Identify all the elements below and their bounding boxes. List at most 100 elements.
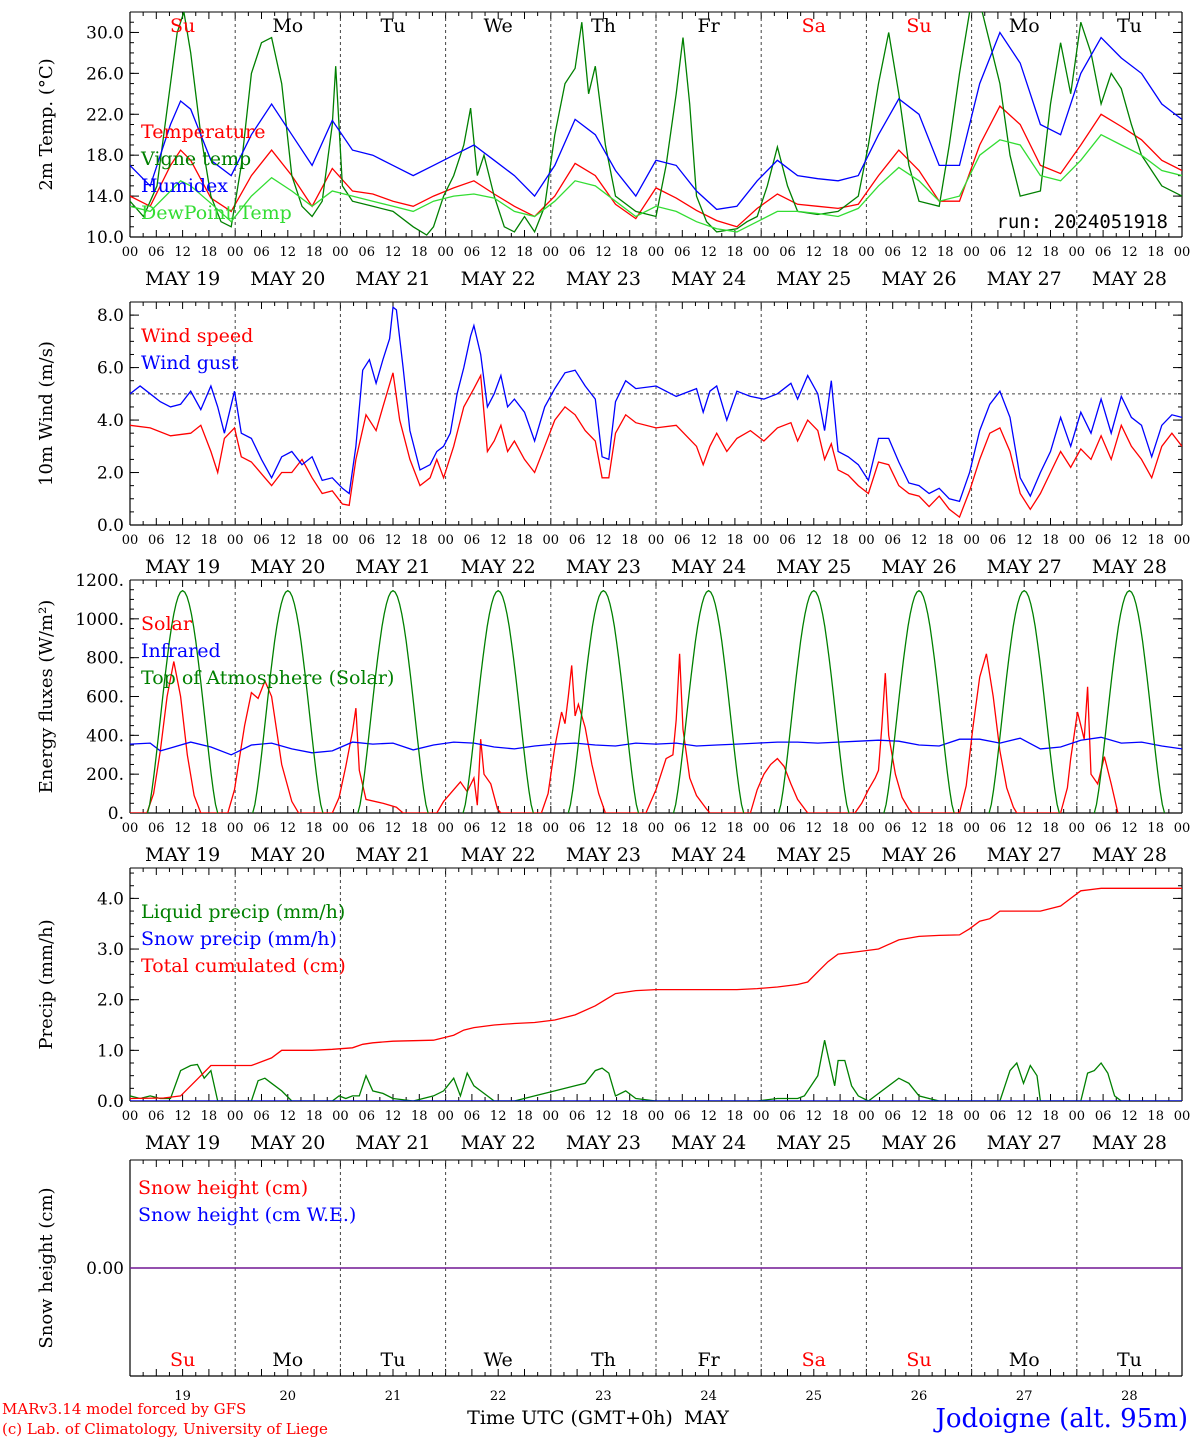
- location-label: Jodoigne (alt. 95m): [932, 1404, 1188, 1434]
- x-hour-label: 18: [621, 1109, 638, 1124]
- x-hour-label: 18: [1042, 1109, 1059, 1124]
- x-hour-label: 06: [358, 533, 375, 548]
- legend-item: Wind gust: [141, 352, 239, 374]
- x-date-label: MAY 24: [671, 844, 746, 866]
- x-hour-label: 12: [1121, 821, 1138, 836]
- x-hour-label: 06: [990, 245, 1007, 260]
- day-number: 22: [490, 1389, 507, 1404]
- y-tick-label: 14.0: [86, 187, 124, 207]
- legend-item: Humidex: [141, 175, 228, 197]
- y-tick-label: 18.0: [86, 146, 124, 166]
- x-hour-label: 00: [963, 1109, 980, 1124]
- x-hour-label: 18: [727, 1109, 744, 1124]
- x-hour-label: 18: [937, 533, 954, 548]
- x-hour-label: 00: [543, 821, 560, 836]
- x-hour-label: 00: [753, 245, 770, 260]
- y-tick-label: 30.0: [86, 23, 124, 43]
- x-hour-label: 12: [385, 533, 402, 548]
- x-hour-label: 00: [1174, 533, 1191, 548]
- y-tick-label: 6.0: [97, 359, 124, 379]
- legend-item: Infrared: [141, 640, 221, 662]
- day-name-bottom: Th: [591, 1349, 616, 1371]
- legend-item: Temperature: [141, 121, 265, 143]
- x-hour-label: 18: [516, 533, 533, 548]
- legend-item: Snow height (cm): [138, 1177, 308, 1199]
- day-number: 28: [1121, 1389, 1138, 1404]
- legend-item: Liquid precip (mm/h): [141, 901, 345, 923]
- x-hour-label: 00: [858, 533, 875, 548]
- y-tick-label: 26.0: [86, 64, 124, 84]
- x-date-label: MAY 24: [671, 268, 746, 290]
- day-number: 23: [595, 1389, 612, 1404]
- x-hour-label: 12: [700, 533, 717, 548]
- x-hour-label: 18: [411, 533, 428, 548]
- x-hour-label: 06: [253, 821, 270, 836]
- x-hour-label: 18: [832, 821, 849, 836]
- x-date-label: MAY 22: [461, 268, 536, 290]
- x-hour-label: 00: [437, 821, 454, 836]
- x-hour-label: 18: [516, 1109, 533, 1124]
- x-hour-label: 18: [1147, 821, 1164, 836]
- x-hour-label: 18: [306, 1109, 323, 1124]
- x-hour-label: 12: [490, 533, 507, 548]
- x-hour-label: 06: [464, 533, 481, 548]
- series-line-3: [130, 887, 1182, 1100]
- y-tick-label: 600.: [86, 688, 124, 708]
- day-name-bottom: We: [484, 1349, 513, 1371]
- x-hour-label: 00: [122, 821, 139, 836]
- day-number: 21: [385, 1389, 402, 1404]
- day-number: 24: [700, 1389, 717, 1404]
- x-hour-label: 12: [700, 821, 717, 836]
- y-axis-label: Precip (mm/h): [36, 919, 57, 1049]
- legend-item: Snow precip (mm/h): [141, 928, 337, 950]
- panel-4: 0.0 1.0 2.0 3.0 4.0 Precip (mm/h) Liquid preci…: [36, 867, 1190, 1154]
- x-hour-label: 06: [1095, 821, 1112, 836]
- series-line-3: [130, 31, 1182, 211]
- x-hour-label: 18: [306, 533, 323, 548]
- legend-item: Solar: [141, 613, 193, 635]
- x-date-label: MAY 28: [1092, 268, 1167, 290]
- series-line-2: [130, 305, 1182, 503]
- x-hour-label: 12: [385, 1109, 402, 1124]
- y-tick-label: 200.: [86, 765, 124, 785]
- x-hour-label: 00: [858, 1109, 875, 1124]
- x-hour-label: 06: [884, 533, 901, 548]
- x-hour-label: 18: [201, 1109, 218, 1124]
- day-name-top: We: [484, 15, 513, 37]
- x-hour-label: 00: [332, 821, 349, 836]
- x-axis-month: MAY: [684, 1407, 729, 1429]
- x-hour-label: 18: [411, 245, 428, 260]
- day-number: 27: [1016, 1389, 1033, 1404]
- x-hour-label: 18: [727, 245, 744, 260]
- y-tick-label: 4.0: [97, 889, 124, 909]
- day-name-top: Mo: [1009, 15, 1040, 37]
- x-hour-label: 12: [1016, 821, 1033, 836]
- x-date-label: MAY 22: [461, 556, 536, 578]
- x-date-label: MAY 24: [671, 1132, 746, 1154]
- x-hour-label: 12: [700, 245, 717, 260]
- x-axis-title: Time UTC (GMT+0h): [467, 1407, 673, 1429]
- x-hour-label: 12: [806, 245, 823, 260]
- x-date-label: MAY 26: [881, 268, 956, 290]
- y-tick-label: 0.0: [97, 516, 124, 536]
- x-hour-label: 18: [201, 821, 218, 836]
- legend-item: Top of Atmosphere (Solar): [141, 667, 394, 689]
- x-hour-label: 06: [674, 821, 691, 836]
- x-hour-label: 06: [884, 245, 901, 260]
- x-hour-label: 06: [569, 1109, 586, 1124]
- day-name-bottom: Mo: [272, 1349, 303, 1371]
- y-tick-label: 2.0: [97, 464, 124, 484]
- x-hour-label: 00: [227, 245, 244, 260]
- x-date-label: MAY 26: [881, 1132, 956, 1154]
- series-line-4: [130, 133, 1182, 233]
- x-hour-label: 12: [280, 1109, 297, 1124]
- x-hour-label: 12: [385, 821, 402, 836]
- x-hour-label: 18: [1147, 245, 1164, 260]
- y-axis-label: 10m Wind (m/s): [36, 341, 57, 486]
- x-hour-label: 00: [963, 821, 980, 836]
- x-hour-label: 06: [358, 1109, 375, 1124]
- x-hour-label: 18: [832, 533, 849, 548]
- day-name-bottom: Mo: [1009, 1349, 1040, 1371]
- x-hour-label: 06: [148, 533, 165, 548]
- x-date-label: MAY 19: [145, 556, 220, 578]
